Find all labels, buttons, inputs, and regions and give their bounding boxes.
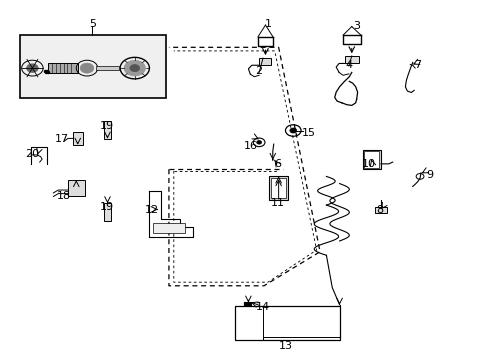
Bar (96, 66, 119, 70)
Text: 5: 5 (89, 19, 96, 29)
Circle shape (80, 63, 94, 73)
Text: 16: 16 (244, 141, 257, 151)
Bar (364, 151, 378, 168)
Bar (270, 178, 286, 198)
Bar (153, 223, 184, 233)
Text: 18: 18 (57, 191, 71, 201)
Bar (68, 180, 85, 196)
Bar (48, 63, 78, 73)
Text: 20: 20 (25, 149, 40, 159)
Circle shape (130, 64, 140, 72)
Text: 14: 14 (255, 302, 269, 312)
Bar (344, 55, 358, 63)
Bar (374, 207, 386, 213)
Text: 3: 3 (352, 21, 360, 31)
Bar (362, 149, 380, 169)
Text: 11: 11 (270, 198, 284, 208)
Text: 2: 2 (255, 66, 262, 76)
Text: 4: 4 (345, 60, 352, 70)
Bar (104, 203, 111, 221)
Text: 13: 13 (278, 341, 292, 351)
Text: 19: 19 (100, 121, 114, 131)
Text: 19: 19 (100, 202, 114, 212)
Circle shape (289, 128, 296, 133)
Text: 1: 1 (264, 19, 271, 29)
Circle shape (256, 140, 261, 144)
Circle shape (124, 60, 145, 76)
Text: 12: 12 (144, 206, 159, 216)
Text: 17: 17 (55, 134, 69, 144)
Bar (268, 176, 288, 200)
Bar (73, 132, 82, 145)
Text: 15: 15 (301, 129, 315, 138)
Bar (234, 306, 339, 339)
Bar (20, 35, 166, 98)
Bar (104, 121, 111, 139)
Text: 9: 9 (426, 170, 432, 180)
Bar (259, 58, 271, 65)
Text: 8: 8 (376, 206, 383, 216)
Text: 10: 10 (361, 159, 375, 169)
Circle shape (26, 64, 38, 72)
Text: 6: 6 (274, 159, 281, 169)
Text: 7: 7 (413, 60, 420, 70)
